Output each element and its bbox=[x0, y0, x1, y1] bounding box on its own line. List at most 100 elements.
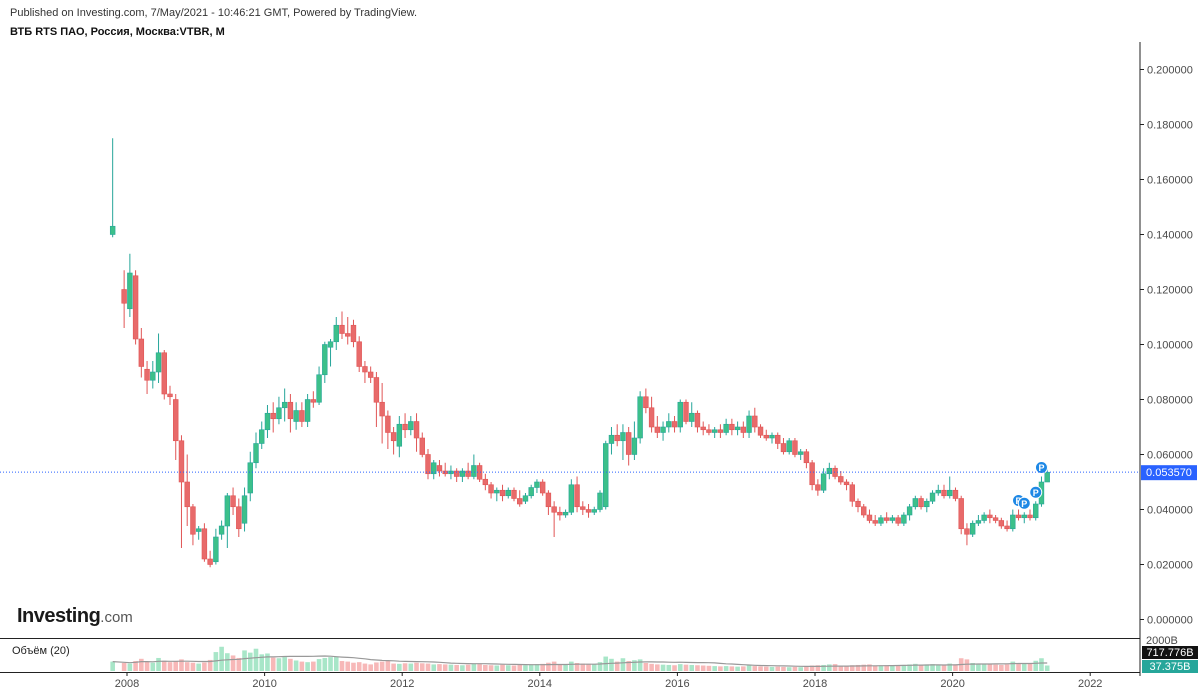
candle-body bbox=[591, 509, 597, 513]
x-tick-label: 2010 bbox=[252, 678, 276, 690]
volume-bar bbox=[798, 667, 803, 671]
volume-bar bbox=[316, 659, 322, 671]
volume-bar bbox=[259, 654, 265, 671]
volume-bar bbox=[609, 658, 614, 671]
volume-bar bbox=[110, 661, 115, 671]
candle-body bbox=[482, 478, 489, 486]
candle-body bbox=[568, 484, 575, 513]
volume-bar bbox=[150, 662, 156, 671]
candle-body bbox=[580, 506, 586, 510]
published-caption: Published on Investing.com, 7/May/2021 -… bbox=[10, 7, 418, 19]
volume-bar bbox=[528, 664, 534, 671]
candle-body bbox=[637, 396, 643, 439]
volume-bar bbox=[230, 655, 236, 671]
candle-body bbox=[304, 399, 311, 422]
volume-ma-badge: 37.375B bbox=[1150, 661, 1191, 673]
candle-body bbox=[832, 467, 838, 477]
candle-body bbox=[173, 399, 179, 442]
volume-bar bbox=[385, 661, 391, 671]
x-tick-label: 2020 bbox=[940, 678, 964, 690]
volume-bar bbox=[139, 658, 144, 671]
volume-bar bbox=[391, 663, 396, 671]
volume-bar bbox=[838, 665, 844, 671]
volume-bar bbox=[144, 661, 150, 671]
candle-body bbox=[350, 324, 357, 343]
candle-body bbox=[419, 437, 425, 455]
volume-bar bbox=[626, 661, 631, 671]
candle-body bbox=[528, 487, 534, 497]
volume-bars bbox=[110, 646, 1050, 671]
candle-body bbox=[224, 495, 231, 527]
candle-body bbox=[339, 324, 345, 334]
candle-body bbox=[390, 432, 397, 442]
candle-body bbox=[1010, 514, 1016, 530]
candle-body bbox=[287, 401, 294, 420]
candle-body bbox=[872, 520, 878, 524]
candle-body bbox=[132, 275, 139, 340]
candle-body bbox=[998, 520, 1005, 527]
volume-bar bbox=[202, 662, 207, 671]
volume-bar bbox=[362, 663, 368, 671]
volume-bar bbox=[127, 663, 133, 671]
volume-bar bbox=[425, 663, 431, 671]
volume-bar bbox=[551, 661, 557, 671]
candle-body bbox=[757, 426, 764, 436]
volume-bar bbox=[253, 648, 259, 671]
candle-body bbox=[511, 489, 517, 499]
event-markers: PPPP bbox=[1012, 461, 1048, 510]
volume-bar bbox=[649, 663, 654, 671]
volume-bar bbox=[884, 665, 889, 671]
logo-suffix: .com bbox=[100, 609, 133, 626]
volume-bar bbox=[517, 664, 523, 671]
candle-body bbox=[769, 434, 775, 439]
volume-bar bbox=[695, 665, 700, 671]
volume-bar bbox=[431, 664, 437, 671]
dividend-marker bbox=[1017, 496, 1031, 510]
candle-body bbox=[195, 528, 202, 532]
volume-bar bbox=[356, 662, 362, 671]
x-tick-label: 2016 bbox=[665, 678, 689, 690]
y-tick-label: 0.100000 bbox=[1147, 340, 1193, 352]
candle-body bbox=[849, 484, 855, 502]
candle-body bbox=[431, 462, 437, 475]
candle-body bbox=[941, 489, 947, 497]
candle-body bbox=[453, 470, 460, 477]
candle-body bbox=[1027, 514, 1033, 519]
candle-body bbox=[964, 528, 970, 535]
volume-bar bbox=[924, 664, 930, 671]
volume-bar bbox=[494, 665, 500, 671]
candle-body bbox=[889, 517, 896, 521]
candle-body bbox=[408, 421, 414, 431]
y-tick-label: 0.140000 bbox=[1147, 230, 1193, 242]
candle-body bbox=[322, 344, 328, 376]
volume-axis-label: 2000B bbox=[1146, 635, 1178, 647]
volume-bar bbox=[173, 661, 179, 671]
volume-bar bbox=[557, 664, 563, 671]
candle-body bbox=[603, 443, 609, 508]
candle-body bbox=[436, 465, 443, 472]
volume-bar bbox=[718, 666, 723, 671]
volume-bar bbox=[442, 664, 448, 671]
volume-ma-line bbox=[112, 655, 1048, 668]
volume-bar bbox=[196, 663, 201, 671]
symbol-title: ВТБ RTS ПАО, Россия, Москва:VTBR, M bbox=[10, 26, 225, 38]
volume-bar bbox=[477, 664, 482, 671]
candle-body bbox=[402, 423, 408, 431]
volume-bar bbox=[729, 666, 735, 671]
candle-body bbox=[316, 374, 322, 403]
candle-body bbox=[471, 465, 477, 477]
candle-body bbox=[585, 509, 592, 513]
y-tick-label: 0.160000 bbox=[1147, 175, 1193, 187]
candle-body bbox=[608, 434, 615, 444]
volume-bar bbox=[167, 662, 173, 671]
volume-bar bbox=[179, 659, 184, 671]
volume-bar bbox=[741, 666, 746, 671]
candle-body bbox=[213, 536, 219, 563]
volume-bar bbox=[827, 664, 832, 671]
volume-bar bbox=[574, 663, 580, 671]
volume-badge: 717.776B bbox=[1146, 647, 1193, 659]
candle-body bbox=[706, 429, 712, 433]
investing-logo: Investing.com bbox=[17, 605, 133, 628]
volume-bar bbox=[247, 652, 253, 671]
